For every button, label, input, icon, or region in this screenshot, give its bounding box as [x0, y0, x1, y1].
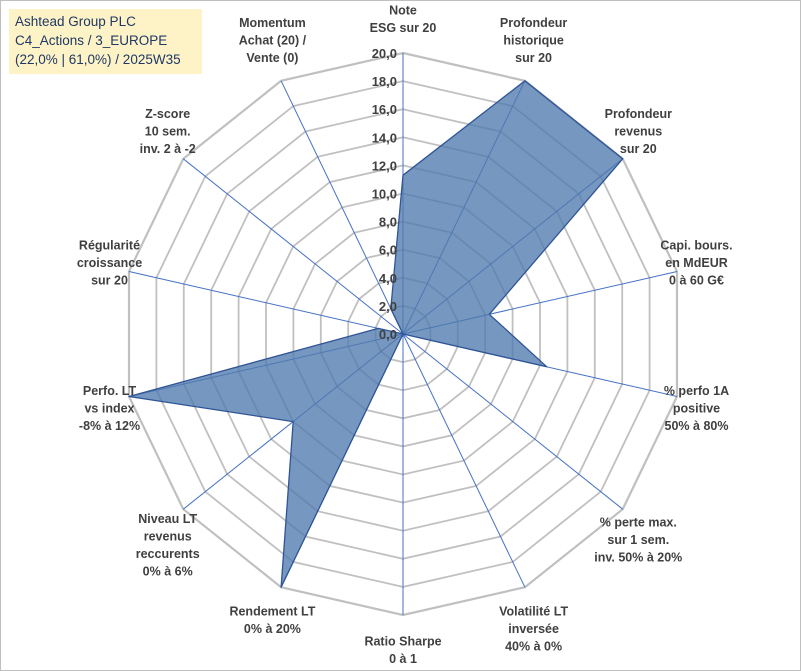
radar-series	[128, 80, 624, 588]
axis-label-2: Profondeur revenus sur 20	[605, 107, 672, 156]
tick-label: 14,0	[372, 130, 397, 145]
axis-label-line: inv. 2 à -2	[140, 142, 196, 156]
axis-label-line: vs index	[84, 402, 134, 416]
tick-label: 8,0	[379, 215, 397, 230]
axis-label-6: Volatilité LT inversée 40% à 0%	[499, 605, 568, 654]
tick-label: 2,0	[379, 299, 397, 314]
axis-label-line: 10 sem.	[145, 125, 191, 139]
axis-label-9: Niveau LT revenus reccurents 0% à 6%	[136, 512, 200, 579]
axis-label-10: Perfo. LT vs index -8% à 12%	[79, 384, 140, 433]
radar-tick-labels: 0,0 2,0 4,0 6,0 8,0 10,0 12,0 14,0 16,0 18,0 20,0	[372, 46, 397, 342]
axis-label-line: sur 20	[91, 273, 128, 287]
axis-label-line: 40% à 0%	[505, 640, 562, 654]
tick-label: 6,0	[379, 243, 397, 258]
axis-label-line: Niveau LT	[138, 512, 197, 526]
axis-label-0: Note ESG sur 20	[370, 4, 437, 36]
axis-label-7: Ratio Sharpe 0 à 1	[364, 635, 441, 667]
axis-label-13: Momentum Achat (20) / Vente (0)	[239, 16, 307, 65]
axis-label-line: positive	[673, 402, 720, 416]
axis-spoke-6	[402, 333, 526, 588]
axis-label-line: inv. 50% à 20%	[594, 550, 682, 564]
axis-label-line: sur 1 sem.	[607, 533, 669, 547]
axis-label-line: revenus	[144, 530, 192, 544]
axis-label-line: 0 à 60 G€	[669, 273, 724, 287]
axis-label-line: historique	[503, 33, 563, 47]
axis-label-line: Profondeur	[605, 107, 672, 121]
axis-label-4: % perfo 1A positive 50% à 80%	[664, 384, 729, 433]
axis-label-line: 0% à 20%	[244, 622, 301, 636]
axis-spoke-11	[128, 271, 404, 335]
axis-label-line: ESG sur 20	[370, 21, 437, 35]
axis-label-line: Régularité	[79, 238, 140, 252]
axis-label-11: Régularité croissance sur 20	[77, 238, 142, 287]
axis-label-line: 50% à 80%	[665, 419, 729, 433]
tick-label: 4,0	[379, 271, 397, 286]
tick-label: 20,0	[372, 46, 397, 61]
info-box: Ashtead Group PLC C4_Actions / 3_EUROPE …	[9, 9, 202, 74]
axis-label-line: reccurents	[136, 547, 200, 561]
axis-label-line: Profondeur	[500, 16, 567, 30]
axis-label-line: -8% à 12%	[79, 419, 140, 433]
info-line-category: C4_Actions / 3_EUROPE	[15, 33, 168, 48]
axis-label-line: sur 20	[515, 51, 552, 65]
axis-label-8: Rendement LT 0% à 20%	[229, 605, 315, 637]
axis-label-line: % perfo 1A	[664, 384, 729, 398]
axis-label-line: Vente (0)	[246, 51, 298, 65]
tick-label: 18,0	[372, 74, 397, 89]
axis-label-line: Z-score	[145, 107, 190, 121]
axis-label-line: Note	[389, 4, 417, 18]
tick-label: 0,0	[379, 327, 397, 342]
axis-label-line: Volatilité LT	[499, 605, 568, 619]
axis-label-12: Z-score 10 sem. inv. 2 à -2	[140, 107, 196, 156]
series-area	[128, 80, 624, 588]
axis-label-line: Capi. bours.	[660, 238, 732, 252]
axis-label-1: Profondeur historique sur 20	[500, 16, 567, 65]
axis-label-line: Perfo. LT	[83, 384, 137, 398]
axis-label-line: 0 à 1	[389, 652, 417, 666]
axis-label-line: Momentum	[239, 16, 306, 30]
radar-axis-labels: Note ESG sur 20 Profondeur historique sur 20…	[77, 4, 733, 667]
axis-spoke-5	[402, 333, 624, 510]
axis-label-line: % perte max.	[600, 515, 677, 529]
axis-label-line: 0% à 6%	[143, 565, 193, 579]
axis-spoke-13	[280, 80, 404, 335]
axis-label-line: croissance	[77, 256, 142, 270]
axis-label-line: inversée	[508, 622, 559, 636]
tick-label: 12,0	[372, 158, 397, 173]
info-line-stats: (22,0% | 61,0%) / 2025W35	[15, 52, 181, 67]
axis-label-line: en MdEUR	[665, 256, 728, 270]
tick-label: 16,0	[372, 102, 397, 117]
axis-label-line: Ratio Sharpe	[364, 635, 441, 649]
axis-label-5: % perte max. sur 1 sem. inv. 50% à 20%	[594, 515, 682, 564]
axis-spoke-12	[182, 158, 404, 335]
axis-label-line: Rendement LT	[229, 605, 315, 619]
tick-label: 10,0	[372, 187, 397, 202]
axis-label-line: revenus	[614, 125, 662, 139]
axis-label-3: Capi. bours. en MdEUR 0 à 60 G€	[660, 238, 732, 287]
axis-label-line: sur 20	[620, 142, 657, 156]
info-line-company: Ashtead Group PLC	[15, 14, 136, 29]
axis-label-line: Achat (20) /	[239, 33, 307, 47]
